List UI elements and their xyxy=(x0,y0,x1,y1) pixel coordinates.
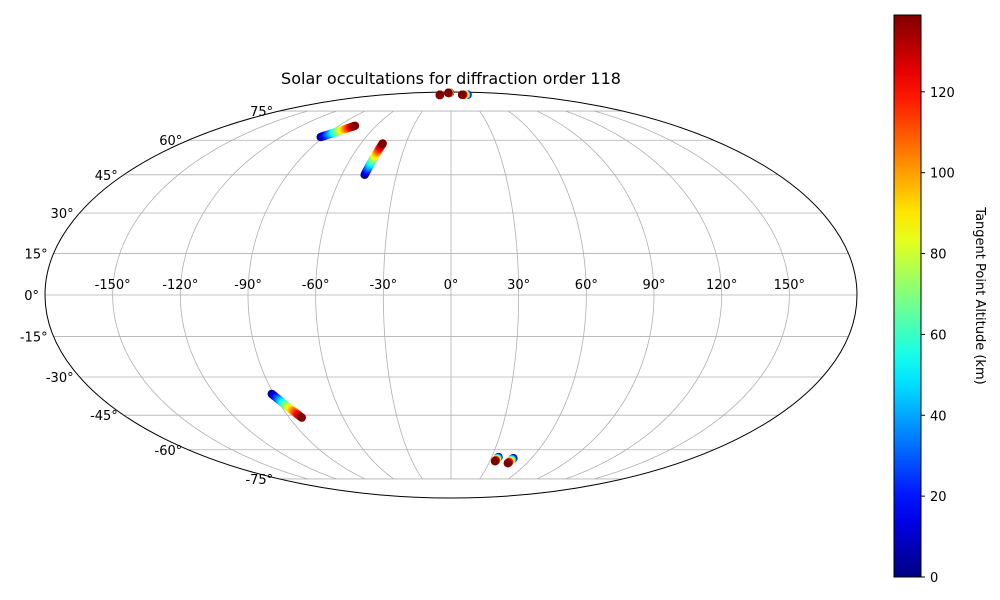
data-point xyxy=(350,121,360,131)
lon-tick-label: 60° xyxy=(575,278,598,293)
meridian-120 xyxy=(565,110,723,480)
lat-tick-label: 75° xyxy=(250,105,273,120)
colorbar-ticks: 0 20 40 60 80 100 120 xyxy=(921,86,955,586)
colorbar xyxy=(893,14,922,578)
lat-tick-label: -45° xyxy=(90,409,118,424)
lat-tick-label: 45° xyxy=(95,169,118,184)
colorbar-tick-label: 120 xyxy=(930,86,955,101)
lat-tick-label: 60° xyxy=(159,134,182,149)
data-point xyxy=(444,88,453,98)
lon-tick-label: 30° xyxy=(507,278,530,293)
data-points xyxy=(267,88,518,468)
data-point xyxy=(457,90,467,99)
data-point xyxy=(378,139,387,148)
colorbar-tick-label: 20 xyxy=(930,490,947,505)
lat-tick-label: -15° xyxy=(20,331,48,346)
data-point xyxy=(490,457,500,466)
colorbar-tick-label: 40 xyxy=(930,409,947,424)
colorbar-tick-label: 60 xyxy=(930,328,947,343)
lon-tick-label: 0° xyxy=(444,278,459,293)
lon-tick-label: -90° xyxy=(234,278,262,293)
latitude-tick-labels: -75° -60° -45° -30° -15° 0° 15° 30° 45° 60° 75° xyxy=(20,105,273,488)
meridian--30 xyxy=(382,110,423,480)
data-point xyxy=(503,459,513,468)
chart-title: Solar occultations for diffraction order… xyxy=(281,69,621,88)
lat-tick-label: -60° xyxy=(155,444,183,459)
data-point xyxy=(297,413,306,422)
meridian-150 xyxy=(594,110,790,480)
colorbar-label: Tangent Point Altitude (km) xyxy=(972,206,987,384)
lon-tick-label: 150° xyxy=(774,278,805,293)
lat-tick-label: 30° xyxy=(51,207,74,222)
meridian-60 xyxy=(508,110,587,480)
colorbar-tick-label: 0 xyxy=(930,571,938,586)
colorbar-tick-label: 80 xyxy=(930,248,947,263)
meridian-30 xyxy=(479,110,520,480)
longitude-tick-labels: -150° -120° -90° -60° -30° 0° 30° 60° 90° 120° 150… xyxy=(95,278,805,293)
lon-tick-label: -30° xyxy=(369,278,397,293)
lat-tick-label: -75° xyxy=(245,473,273,488)
meridian--60 xyxy=(315,110,394,480)
lat-tick-label: 0° xyxy=(24,289,39,304)
colorbar-tick-label: 100 xyxy=(930,167,955,182)
data-point xyxy=(435,90,445,99)
lat-tick-label: 15° xyxy=(25,247,48,262)
lon-tick-label: -120° xyxy=(162,278,198,293)
meridian-90 xyxy=(536,110,655,480)
meridian--150 xyxy=(112,110,308,480)
lat-tick-label: -30° xyxy=(46,371,74,386)
map-outline xyxy=(44,91,858,499)
meridian--120 xyxy=(179,110,337,480)
lon-tick-label: 90° xyxy=(642,278,665,293)
meridian--90 xyxy=(247,110,366,480)
lon-tick-label: 120° xyxy=(706,278,737,293)
graticule xyxy=(45,110,857,480)
lon-tick-label: -150° xyxy=(95,278,131,293)
lon-tick-label: -60° xyxy=(302,278,330,293)
